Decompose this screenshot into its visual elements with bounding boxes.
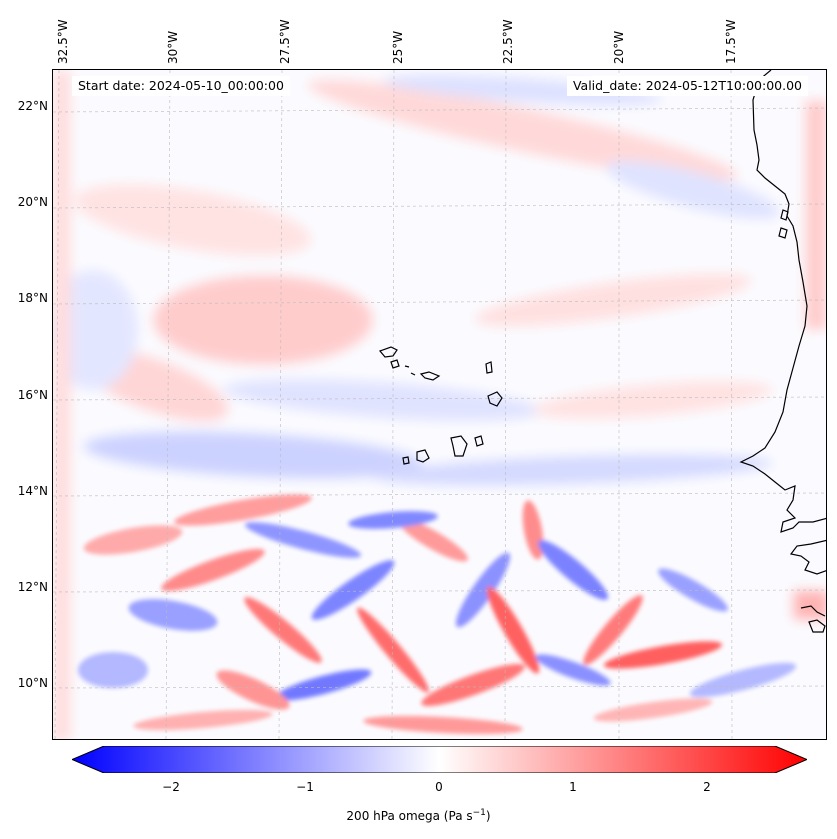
lat-label: 16°N: [17, 388, 48, 402]
lon-label: 32.5°W: [56, 19, 70, 64]
omega-field-north: [53, 70, 826, 739]
colorbar-tick: 0: [435, 780, 443, 794]
lon-label: 17.5°W: [724, 19, 738, 64]
lon-label: 22.5°W: [501, 19, 515, 64]
colorbar-title: 200 hPa omega (Pa s−1): [346, 808, 491, 823]
coastline: [739, 70, 826, 633]
lat-label: 14°N: [17, 484, 48, 498]
lon-label: 20°W: [612, 30, 626, 64]
map-panel: [52, 69, 827, 740]
lat-label: 22°N: [17, 99, 48, 113]
colorbar-tick: −2: [162, 780, 180, 794]
colorbar-tick: 2: [703, 780, 711, 794]
colorbar-tick: 1: [569, 780, 577, 794]
lon-label: 30°W: [166, 30, 180, 64]
gridlines: [53, 70, 826, 739]
colorbar: [72, 746, 807, 773]
start-date-label: Start date: 2024-05-10_00:00:00: [72, 76, 290, 96]
lat-label: 10°N: [17, 676, 48, 690]
valid-date-label: Valid_date: 2024-05-12T10:00:00.00: [566, 76, 808, 96]
omega-field-map: [53, 70, 826, 739]
colorbar-tick: −1: [296, 780, 314, 794]
lon-label: 25°W: [391, 30, 405, 64]
lat-label: 18°N: [17, 291, 48, 305]
cape-verde-islands: [378, 346, 503, 465]
lat-label: 12°N: [17, 580, 48, 594]
omega-field-south: [78, 494, 797, 735]
lon-label: 27.5°W: [278, 19, 292, 64]
lat-label: 20°N: [17, 195, 48, 209]
